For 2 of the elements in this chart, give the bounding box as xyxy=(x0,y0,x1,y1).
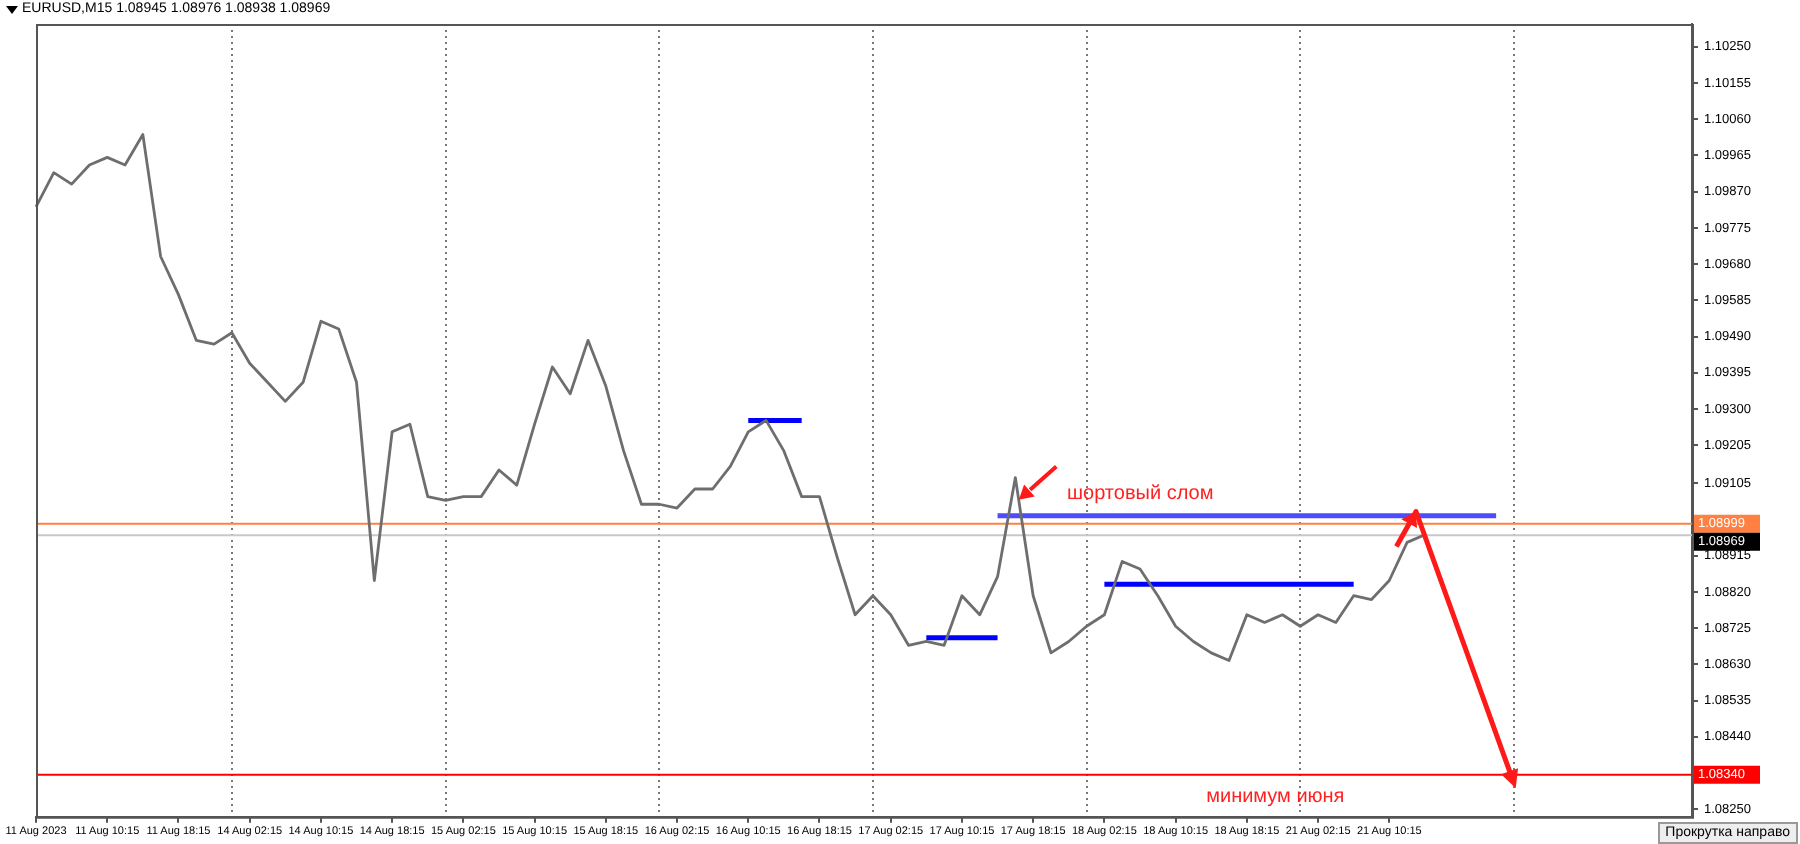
annotation: шортовый слом xyxy=(1066,483,1214,506)
annotation: минимум июня xyxy=(1206,785,1345,808)
